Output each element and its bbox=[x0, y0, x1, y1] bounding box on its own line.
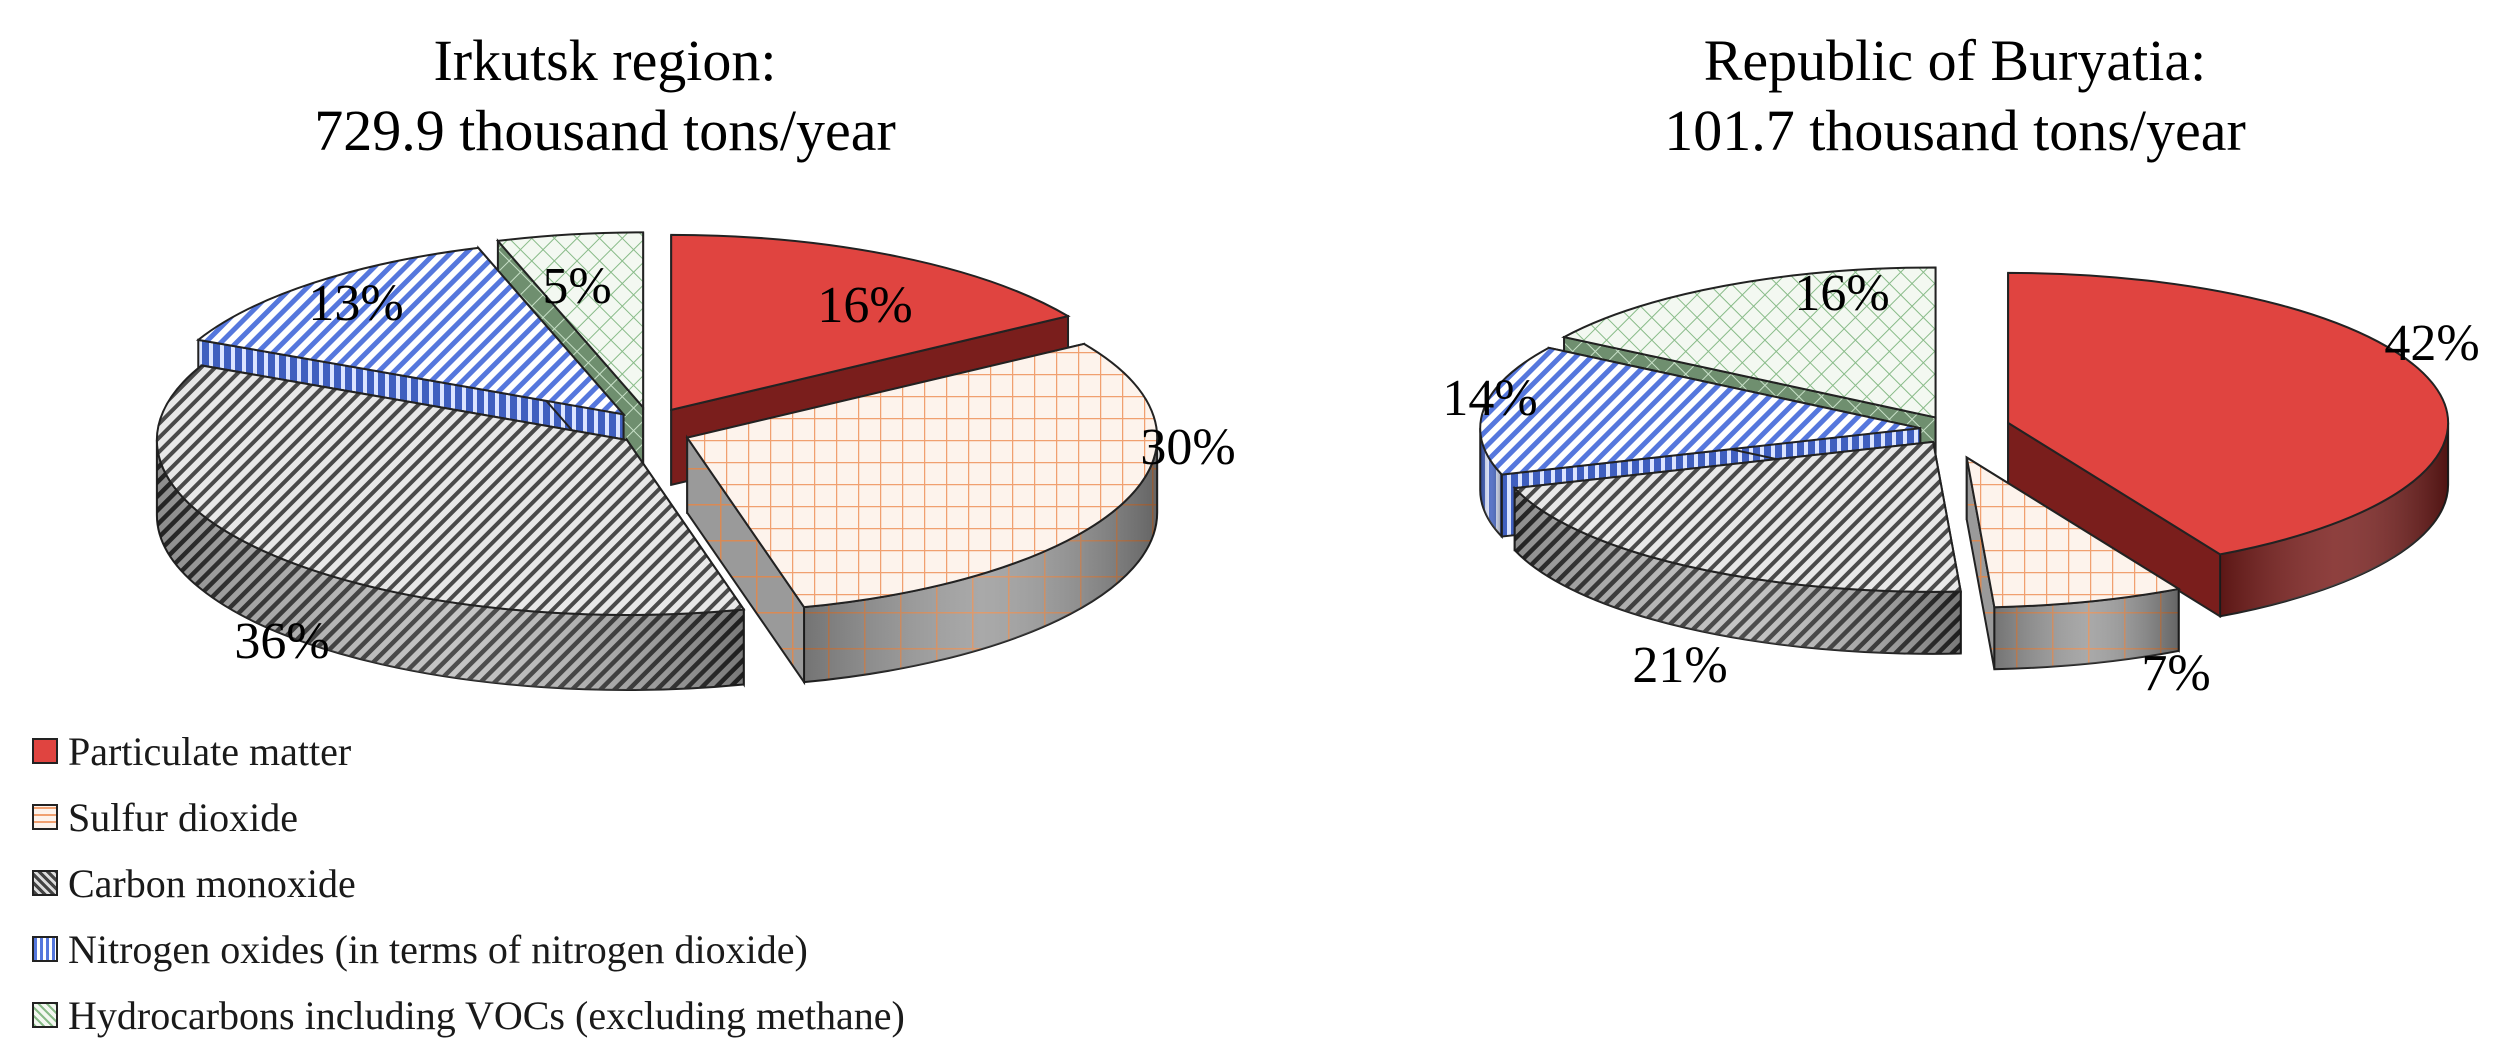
chart-2-subtitle: 101.7 thousand tons/year bbox=[1664, 98, 2246, 163]
slice-sulfur bbox=[1965, 455, 2182, 671]
chart-2-label-particulate: 42% bbox=[2384, 315, 2479, 372]
slice-particulate bbox=[2007, 271, 2450, 619]
slice-particulate-top bbox=[670, 233, 1071, 412]
legend-item-sulfur: Sulfur dioxide bbox=[32, 784, 905, 850]
legend-swatch-sulfur bbox=[32, 804, 58, 830]
slice-nitrogen-top bbox=[195, 246, 627, 416]
legend-label: Sulfur dioxide bbox=[68, 794, 298, 840]
chart-1-label-hydrocarbons: 5% bbox=[542, 258, 611, 315]
chart-2-title: Republic of Buryatia: bbox=[1704, 28, 2207, 93]
slice-sulfur-top bbox=[1965, 455, 2182, 609]
legend-label: Carbon monoxide bbox=[68, 860, 356, 906]
slice-carbon-shade bbox=[156, 439, 744, 690]
slice-nitrogen-shade bbox=[1480, 428, 1502, 537]
slice-sulfur bbox=[685, 342, 1159, 686]
legend-item-nitrogen: Nitrogen oxides (in terms of nitrogen di… bbox=[32, 916, 905, 982]
chart-2-label-sulfur: 7% bbox=[2141, 645, 2210, 702]
slice-carbon-top bbox=[155, 364, 746, 616]
chart-1-label-carbon: 36% bbox=[234, 613, 329, 670]
legend-item-hydrocarbons: Hydrocarbons including VOCs (excluding m… bbox=[32, 982, 905, 1048]
slice-hydrocarbons-top bbox=[495, 231, 645, 411]
pie-irkutsk bbox=[155, 231, 1159, 691]
chart-1-label-particulate: 16% bbox=[817, 277, 912, 334]
slice-carbon-top bbox=[1512, 440, 1962, 593]
legend-label: Particulate matter bbox=[68, 728, 352, 774]
legend-label: Hydrocarbons including VOCs (excluding m… bbox=[68, 992, 905, 1038]
chart-1-label-sulfur: 30% bbox=[1140, 419, 1235, 476]
legend-label: Nitrogen oxides (in terms of nitrogen di… bbox=[68, 926, 808, 972]
pie-buryatia bbox=[1479, 266, 2450, 671]
slice-sulfur-top bbox=[685, 342, 1159, 609]
legend: Particulate matter Sulfur dioxide Carbon… bbox=[32, 718, 905, 1048]
legend-item-carbon: Carbon monoxide bbox=[32, 850, 905, 916]
slice-particulate-top bbox=[2007, 271, 2450, 556]
slice-particulate-shade bbox=[2220, 422, 2449, 617]
chart-2-label-carbon: 21% bbox=[1632, 637, 1727, 694]
slice-nitrogen-top bbox=[1479, 346, 1921, 476]
legend-swatch-nitrogen bbox=[32, 936, 58, 962]
chart-2-label-hydrocarbons: 16% bbox=[1794, 265, 1889, 322]
legend-swatch-particulate bbox=[32, 738, 58, 764]
slice-sulfur-shade bbox=[1994, 588, 2179, 670]
slice-carbon-shade bbox=[1514, 488, 1961, 654]
legend-item-particulate: Particulate matter bbox=[32, 718, 905, 784]
legend-swatch-carbon bbox=[32, 870, 58, 896]
chart-2-label-nitrogen: 14% bbox=[1442, 370, 1537, 427]
chart-1-title: Irkutsk region: bbox=[433, 28, 776, 93]
chart-1-subtitle: 729.9 thousand tons/year bbox=[314, 98, 896, 163]
slice-sulfur-shade bbox=[804, 437, 1158, 683]
slice-carbon bbox=[1512, 440, 1962, 655]
slice-carbon bbox=[155, 364, 746, 691]
slice-hydrocarbons-top bbox=[1561, 266, 1937, 419]
chart-1-label-nitrogen: 13% bbox=[308, 275, 403, 332]
legend-swatch-hydrocarbons bbox=[32, 1002, 58, 1028]
